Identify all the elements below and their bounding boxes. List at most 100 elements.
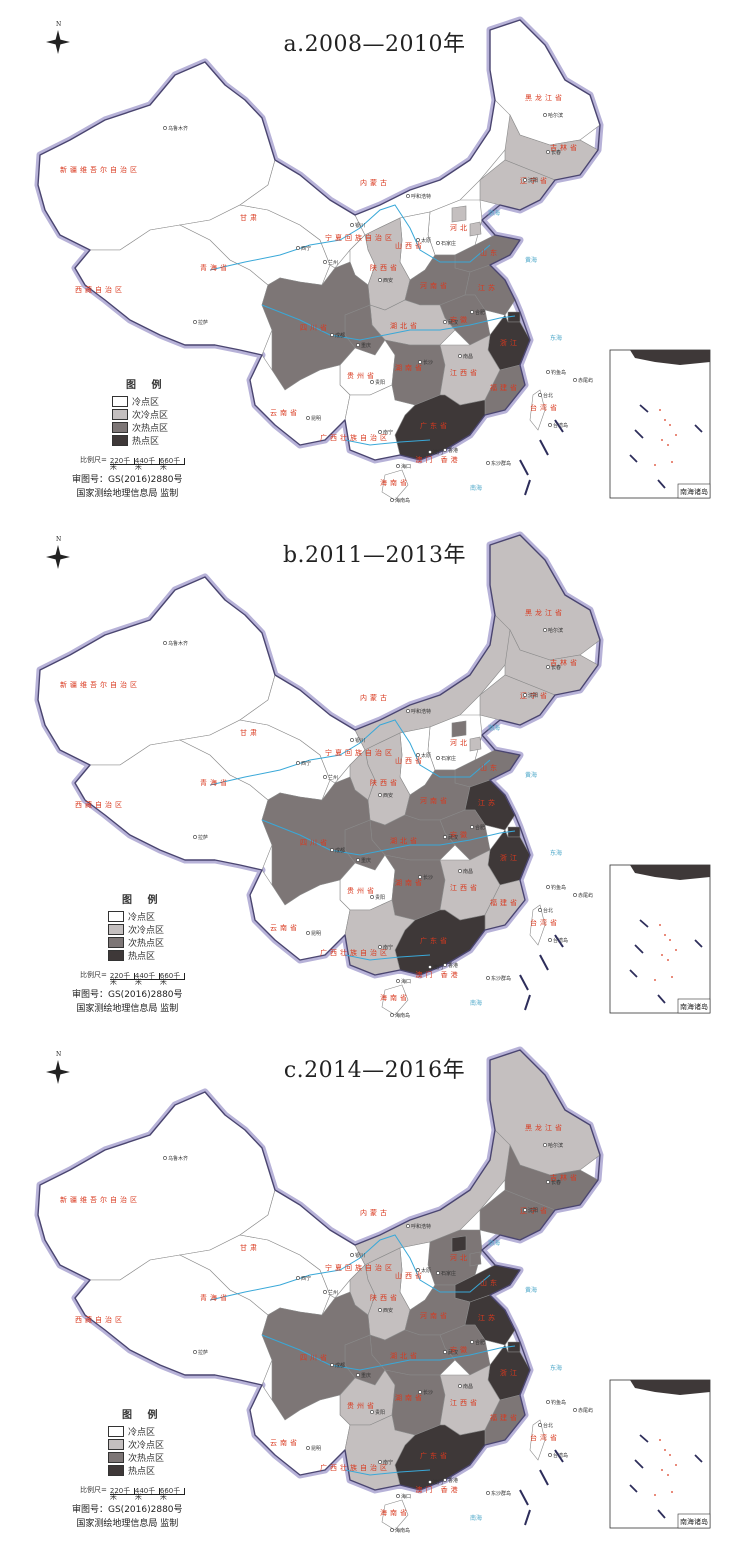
legend-swatch bbox=[108, 924, 124, 935]
legend-item: 次热点区 bbox=[108, 936, 164, 949]
river-1 bbox=[261, 304, 516, 341]
map-panel-a: 新疆维吾尔自治区 西藏自治区 青海省 甘肃 内蒙古 黑龙江省 吉林省 辽宁省 河北 山西省 陕西省 宁… bbox=[0, 0, 749, 515]
province-taiwan bbox=[529, 389, 546, 431]
city-dot-hainan_island bbox=[390, 498, 394, 502]
city-taiyuan: 太原 bbox=[421, 237, 431, 244]
city-dot-yinchuan bbox=[350, 738, 354, 742]
approval-note: 审图号：GS(2016)2880号 国家测绘地理信息局 监制 bbox=[72, 988, 183, 1016]
label-liaoning: 辽宁省 bbox=[520, 1206, 550, 1215]
sea-boundary-2 bbox=[554, 419, 564, 433]
city-dot-xian bbox=[378, 793, 382, 797]
city-dongsha: 东沙群岛 bbox=[491, 460, 511, 467]
city-dot-xining bbox=[296, 761, 300, 765]
label-guangxi: 广西壮族自治区 bbox=[320, 433, 390, 442]
label-ningxia: 宁夏回族自治区 bbox=[325, 233, 395, 242]
river-1 bbox=[261, 819, 516, 856]
label-hk-mo: 澳门 香港 bbox=[415, 1485, 460, 1494]
city-guiyang: 贵阳 bbox=[375, 1409, 385, 1416]
city-dot-diaoyu bbox=[546, 885, 550, 889]
legend-swatch bbox=[112, 396, 128, 407]
label-fujian: 福建省 bbox=[490, 898, 520, 907]
panel-title: c.2014—2016年 bbox=[283, 1058, 466, 1083]
scale-bar: 比例尺= 220千米 440千米 660千米 bbox=[80, 1485, 185, 1501]
city-xining: 西宁 bbox=[301, 245, 311, 252]
city-lanzhou: 兰州 bbox=[328, 259, 338, 266]
province-taiwan bbox=[529, 904, 546, 946]
label-henan: 河南省 bbox=[420, 796, 450, 805]
label-shanxi: 山西省 bbox=[395, 756, 425, 765]
label-hebei: 河北 bbox=[450, 224, 470, 232]
river-1 bbox=[261, 1334, 516, 1371]
label-liaoning: 辽宁省 bbox=[520, 691, 550, 700]
city-dot-macau bbox=[428, 450, 432, 454]
label-taiwan: 台湾省 bbox=[530, 1433, 560, 1442]
city-hefei: 合肥 bbox=[475, 309, 485, 316]
legend-swatch bbox=[108, 950, 124, 961]
city-dongsha: 东沙群岛 bbox=[491, 975, 511, 982]
city-chiwei: 赤尾屿 bbox=[578, 892, 593, 899]
label-guizhou: 贵州省 bbox=[347, 1401, 377, 1410]
city-taipei: 台北 bbox=[543, 1422, 553, 1429]
legend-item: 热点区 bbox=[108, 1464, 164, 1477]
city-hainan_island: 海南岛 bbox=[395, 497, 410, 504]
city-shijiazhuang: 石家庄 bbox=[441, 755, 456, 762]
city-dot-xining bbox=[296, 246, 300, 250]
label-yunnan: 云南省 bbox=[270, 923, 300, 932]
city-dot-xian bbox=[378, 278, 382, 282]
city-haikou: 海口 bbox=[401, 463, 411, 470]
label-inner_mongolia: 内蒙古 bbox=[360, 178, 390, 187]
city-shenyang: 沈阳 bbox=[528, 1207, 538, 1214]
city-harbin: 哈尔滨 bbox=[548, 112, 563, 119]
legend-swatch bbox=[108, 937, 124, 948]
province-hainan bbox=[381, 984, 409, 1016]
city-dot-lanzhou bbox=[323, 775, 327, 779]
label-xinjiang: 新疆维吾尔自治区 bbox=[60, 1195, 140, 1204]
city-chengdu: 成都 bbox=[335, 1362, 345, 1369]
scale-tick: 440千米 bbox=[134, 1488, 160, 1501]
legend-item: 热点区 bbox=[112, 434, 168, 447]
label-tibet: 西藏自治区 bbox=[75, 1315, 125, 1324]
map-panel-b: 新疆维吾尔自治区 西藏自治区 青海省 甘肃 内蒙古 黑龙江省 吉林省 辽宁省 河北 山西省 陕西省 宁… bbox=[0, 515, 749, 1030]
label-hunan: 湖南省 bbox=[395, 878, 425, 887]
legend-swatch bbox=[108, 1439, 124, 1450]
city-dot-harbin bbox=[543, 628, 547, 632]
label-jiangsu: 江苏 bbox=[478, 1313, 498, 1322]
city-macau: 澳门 bbox=[433, 964, 443, 971]
city-changsha: 长沙 bbox=[423, 359, 433, 366]
city-dot-hohhot bbox=[406, 709, 410, 713]
city-dot-hohhot bbox=[406, 1224, 410, 1228]
label-inner_mongolia: 内蒙古 bbox=[360, 693, 390, 702]
province-tianjin bbox=[469, 1251, 482, 1267]
city-taipei: 台北 bbox=[543, 907, 553, 914]
city-hohhot: 呼和浩特 bbox=[411, 193, 431, 200]
legend-item: 热点区 bbox=[108, 949, 164, 962]
city-wuhan: 武汉 bbox=[448, 1349, 458, 1356]
label-hk-mo: 澳门 香港 bbox=[415, 455, 460, 464]
city-dot-chengdu bbox=[330, 848, 334, 852]
label-guizhou: 贵州省 bbox=[347, 371, 377, 380]
city-dot-hohhot bbox=[406, 194, 410, 198]
province-beijing bbox=[451, 1235, 467, 1253]
approval-issuer: 国家测绘地理信息局 监制 bbox=[76, 489, 179, 499]
scale-tick: 660千米 bbox=[159, 973, 185, 986]
approval-issuer: 国家测绘地理信息局 监制 bbox=[76, 1004, 179, 1014]
city-dot-taiwan_island bbox=[548, 423, 552, 427]
label-qinghai: 青海省 bbox=[200, 778, 230, 787]
city-dot-macau bbox=[428, 965, 432, 969]
label-sichuan: 四川省 bbox=[300, 838, 330, 847]
city-dot-guiyang bbox=[370, 895, 374, 899]
city-guiyang: 贵阳 bbox=[375, 894, 385, 901]
north-label: N bbox=[56, 536, 61, 543]
city-dot-hongkong bbox=[443, 1478, 447, 1482]
legend-label: 次冷点区 bbox=[132, 411, 169, 421]
label-jilin: 吉林省 bbox=[550, 658, 580, 667]
city-nanning: 南宁 bbox=[383, 944, 393, 951]
city-dot-chengdu bbox=[330, 333, 334, 337]
label-guizhou: 贵州省 bbox=[347, 886, 377, 895]
panel-title: b.2011—2013年 bbox=[282, 543, 467, 568]
legend-swatch bbox=[108, 1465, 124, 1476]
legend-label: 热点区 bbox=[128, 1467, 156, 1477]
legend-label: 热点区 bbox=[128, 952, 156, 962]
approval-note: 审图号：GS(2016)2880号 国家测绘地理信息局 监制 bbox=[72, 473, 183, 501]
